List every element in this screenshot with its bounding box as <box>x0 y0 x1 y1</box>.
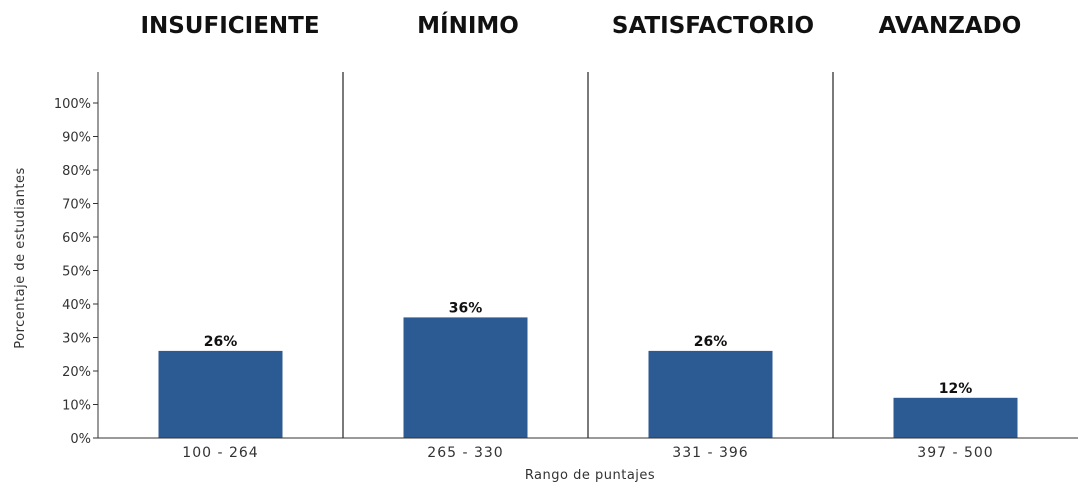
y-tick-label: 10% <box>62 399 91 414</box>
bar <box>648 350 773 438</box>
y-tick-label: 50% <box>62 265 91 280</box>
y-tick-label: 90% <box>62 131 91 146</box>
level-header: SATISFACTORIO <box>612 13 814 39</box>
bar-value-label: 26% <box>694 334 728 350</box>
y-tick-label: 70% <box>62 198 91 213</box>
bar-value-label: 36% <box>449 300 483 316</box>
level-header: AVANZADO <box>879 13 1022 39</box>
y-tick-label: 0% <box>70 432 91 447</box>
x-axis-label: Rango de puntajes <box>525 468 655 483</box>
y-tick-label: 30% <box>62 332 91 347</box>
bar <box>893 397 1018 438</box>
y-axis: 0% 10% 20% 30% 40% 50% 60% 70% 80% 90% 100% <box>54 72 99 447</box>
x-tick-label: 100 - 264 <box>182 445 258 461</box>
x-tick-label: 331 - 396 <box>672 445 748 461</box>
bars: 26% 36% 26% 12% <box>158 300 1018 438</box>
bar <box>158 350 283 438</box>
performance-level-headers: INSUFICIENTE MÍNIMO SATISFACTORIO AVANZADO <box>140 11 1021 39</box>
y-tick-label: 60% <box>62 231 91 246</box>
bar-value-label: 12% <box>939 381 973 397</box>
y-axis-label: Porcentaje de estudiantes <box>13 167 28 349</box>
y-tick-label: 40% <box>62 298 91 313</box>
level-dividers <box>342 72 834 438</box>
y-tick-label: 20% <box>62 365 91 380</box>
y-tick-label: 100% <box>54 97 91 112</box>
x-axis: 100 - 264 265 - 330 331 - 396 397 - 500 <box>98 437 1078 461</box>
bar-value-label: 26% <box>204 334 238 350</box>
bar <box>403 317 528 438</box>
x-tick-label: 397 - 500 <box>917 445 993 461</box>
x-tick-label: 265 - 330 <box>427 445 503 461</box>
level-header: INSUFICIENTE <box>140 13 319 39</box>
level-header: MÍNIMO <box>417 11 519 39</box>
y-tick-label: 80% <box>62 164 91 179</box>
